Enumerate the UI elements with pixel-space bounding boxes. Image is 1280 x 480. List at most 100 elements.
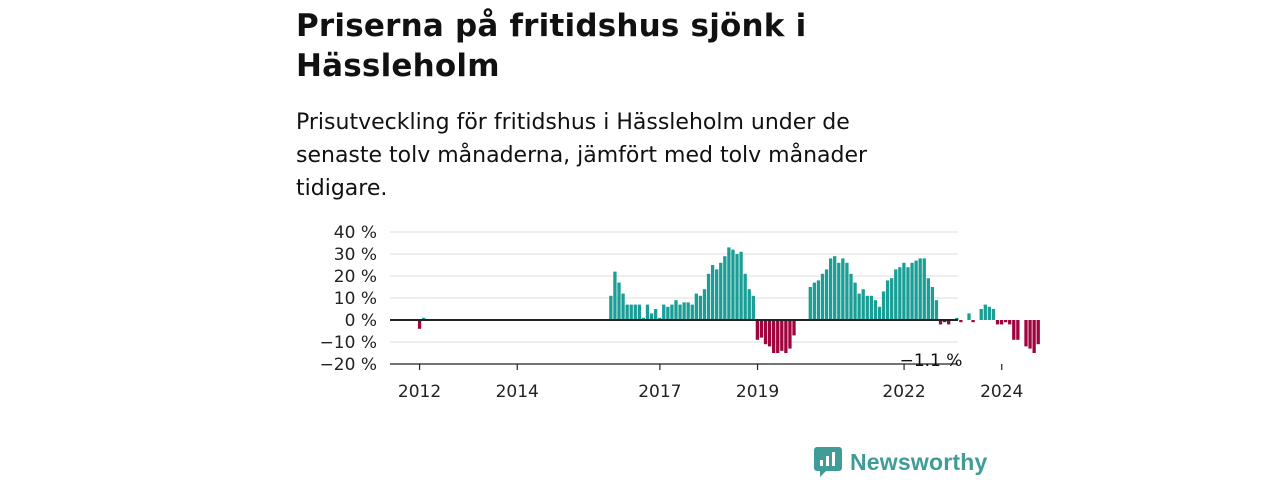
bar xyxy=(759,320,764,338)
x-tick-label: 2022 xyxy=(882,382,925,402)
bar xyxy=(1036,320,1040,345)
chart-title: Priserna på fritidshus sjönk i Hässlehol… xyxy=(296,8,807,84)
bar xyxy=(938,320,943,325)
bar xyxy=(987,306,992,320)
bar xyxy=(1008,320,1012,325)
bar xyxy=(1032,320,1036,353)
bar xyxy=(739,251,743,320)
y-tick-label: 40 % xyxy=(334,223,377,243)
bar xyxy=(653,309,658,320)
bar xyxy=(767,320,772,347)
bar xyxy=(902,262,906,320)
bar xyxy=(995,320,1000,325)
bar xyxy=(702,289,707,320)
x-tick-label: 2024 xyxy=(980,382,1023,402)
bar xyxy=(934,300,939,320)
bar xyxy=(633,304,637,320)
bar xyxy=(731,249,735,320)
bar xyxy=(670,304,674,320)
bar xyxy=(828,258,833,320)
bar xyxy=(780,320,784,351)
bar xyxy=(421,317,426,320)
bar xyxy=(890,278,894,320)
bar xyxy=(1024,320,1028,347)
bar xyxy=(706,273,711,320)
bar xyxy=(808,287,812,320)
bar xyxy=(824,269,829,320)
bar xyxy=(621,293,625,320)
bar xyxy=(971,320,975,323)
bar xyxy=(873,300,878,320)
bar xyxy=(743,273,747,320)
bar xyxy=(658,317,662,320)
bar xyxy=(869,295,873,320)
bar xyxy=(609,295,613,320)
bar xyxy=(885,280,890,320)
bar xyxy=(694,293,698,320)
bar xyxy=(877,306,882,320)
bar xyxy=(715,269,719,320)
bar xyxy=(881,291,886,320)
bar xyxy=(914,260,918,320)
bar xyxy=(1012,320,1016,340)
bar xyxy=(637,304,641,320)
bar xyxy=(865,295,869,320)
bar xyxy=(841,258,845,320)
latest-value-annotation: −1.1 % xyxy=(900,351,963,371)
bar xyxy=(710,265,715,320)
bar xyxy=(812,282,817,320)
bar xyxy=(1028,320,1032,349)
bar xyxy=(792,320,796,336)
bar xyxy=(918,258,922,320)
bar xyxy=(698,295,703,320)
bar xyxy=(947,320,951,325)
bar xyxy=(955,317,959,320)
bar xyxy=(837,262,841,320)
bar xyxy=(645,304,650,320)
bar xyxy=(906,267,910,320)
bar xyxy=(772,320,776,353)
bar xyxy=(853,282,857,320)
bar xyxy=(910,262,914,320)
bar xyxy=(922,258,926,320)
bar xyxy=(735,254,739,320)
bar xyxy=(894,269,898,320)
bar xyxy=(999,320,1004,325)
bar xyxy=(641,317,646,320)
bar xyxy=(930,287,935,320)
bar xyxy=(926,278,930,320)
bar xyxy=(816,280,821,320)
x-tick-label: 2014 xyxy=(496,382,539,402)
bar xyxy=(820,273,825,320)
x-tick-label: 2019 xyxy=(736,382,779,402)
x-tick-label: 2012 xyxy=(398,382,441,402)
y-tick-label: −10 % xyxy=(320,333,377,353)
bar xyxy=(613,271,617,320)
bar xyxy=(625,304,629,320)
bar xyxy=(674,300,678,320)
bar xyxy=(942,320,947,323)
bar xyxy=(682,302,686,320)
bar xyxy=(727,247,731,320)
bar xyxy=(617,282,621,320)
bar xyxy=(979,309,983,320)
bar xyxy=(629,304,633,320)
bar xyxy=(849,273,853,320)
x-axis: 2012 2014 2017 2019 2022 2024 xyxy=(390,363,1023,402)
y-tick-label: 20 % xyxy=(334,267,377,287)
bar xyxy=(1004,320,1008,323)
bar xyxy=(719,262,723,320)
bar xyxy=(662,304,666,320)
bar xyxy=(763,320,768,345)
bar xyxy=(755,320,760,340)
bar xyxy=(751,295,755,320)
bar xyxy=(959,320,963,323)
bar xyxy=(983,304,987,320)
y-tick-label: 30 % xyxy=(334,245,377,265)
bars xyxy=(390,247,1040,353)
chart-subtitle: Prisutveckling för fritidshus i Hässleho… xyxy=(296,110,868,201)
bar xyxy=(723,256,727,320)
bar xyxy=(898,267,902,320)
x-tick-label: 2017 xyxy=(638,382,681,402)
